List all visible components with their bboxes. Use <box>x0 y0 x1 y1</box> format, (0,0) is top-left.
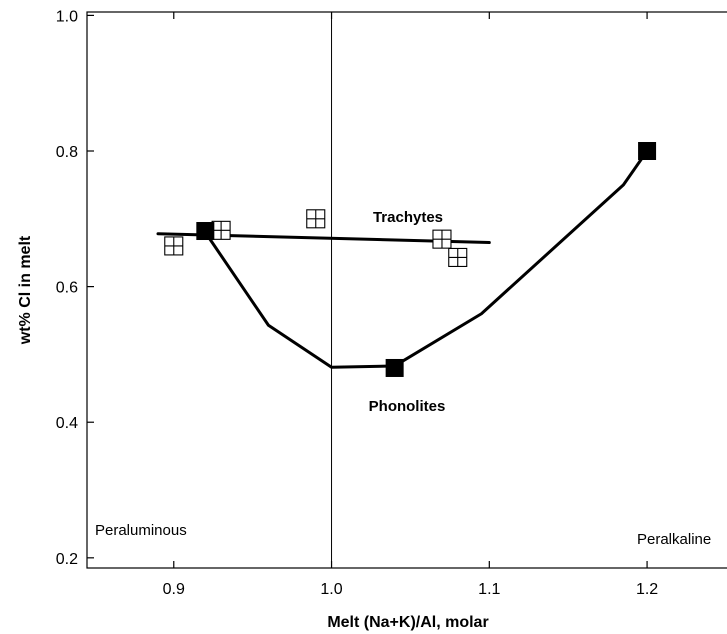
y-tick-label: 1.0 <box>56 8 78 25</box>
x-tick-label: 1.2 <box>636 581 658 598</box>
y-axis-ticks: 0.2 0.4 0.6 0.8 1.0 <box>56 8 94 568</box>
y-axis-title: wt% Cl in melt <box>17 235 34 345</box>
y-tick-label: 0.8 <box>56 144 78 161</box>
y-tick-label: 0.4 <box>56 415 78 432</box>
data-markers <box>164 142 657 377</box>
x-axis-title: Melt (Na+K)/Al, molar <box>327 614 488 631</box>
trend-lines <box>156 149 649 369</box>
marker-trachytes <box>211 220 231 240</box>
series-label-trachytes: Trachytes <box>373 209 443 226</box>
x-tick-label: 0.9 <box>163 581 185 598</box>
region-label-peraluminous: Peraluminous <box>95 522 187 539</box>
x-tick-label: 1.0 <box>320 581 342 598</box>
y-tick-label: 0.2 <box>56 551 78 568</box>
y-tick-label: 0.6 <box>56 280 78 297</box>
region-label-peralkaline: Peralkaline <box>637 531 711 548</box>
marker-trachytes <box>448 247 468 268</box>
marker-trachytes <box>306 209 326 229</box>
x-axis-ticks: 0.9 1.0 1.1 1.2 <box>163 12 658 598</box>
marker-phonolites <box>638 142 657 160</box>
marker-phonolites <box>196 222 215 241</box>
plot-frame <box>86 11 727 569</box>
x-tick-label: 1.1 <box>478 581 500 598</box>
marker-phonolites <box>385 358 404 377</box>
trend-line-phonolites <box>203 149 649 369</box>
series-label-phonolites: Phonolites <box>369 398 446 415</box>
marker-trachytes <box>164 236 184 256</box>
marker-trachytes <box>432 229 452 249</box>
